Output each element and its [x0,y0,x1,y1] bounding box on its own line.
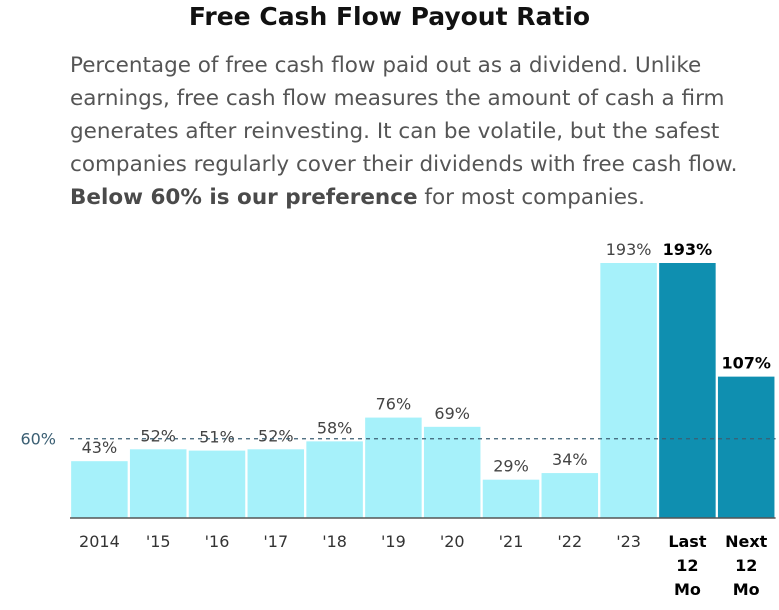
bar-value-label-1: 43% [82,438,118,457]
x-tick-label-8: '21 [499,532,524,551]
bar-1 [71,461,128,518]
description-tail: for most companies. [424,185,645,210]
bar-8 [482,479,540,518]
description-text: Percentage of free cash flow paid out as… [70,53,738,177]
x-tick-label-11: Last 12 Mo [668,532,707,599]
bar-12 [717,376,775,518]
bar-4 [247,449,305,518]
bar-value-label-12: 107% [721,354,770,373]
bar-value-label-2: 52% [140,426,176,445]
bar-7 [423,426,481,518]
x-tick-label-4: '17 [263,532,288,551]
bar-2 [129,449,187,518]
bar-6 [365,417,422,518]
bar-value-label-8: 29% [493,457,529,476]
bar-value-label-5: 58% [317,418,353,437]
chart-description: Percentage of free cash flow paid out as… [70,49,770,214]
chart-title: Free Cash Flow Payout Ratio [188,2,591,31]
x-tick-label-2: '15 [146,532,171,551]
x-tick-label-3: '16 [205,532,230,551]
description-bold: Below 60% is our preference [70,185,418,210]
x-tick-label-10: '23 [616,532,641,551]
reference-line-label: 60% [20,430,56,449]
bar-value-label-10: 193% [606,240,652,259]
bar-value-label-4: 52% [258,426,294,445]
x-tick-label-5: '18 [322,532,347,551]
bar-value-label-9: 34% [552,450,588,469]
bar-value-label-3: 51% [199,428,235,447]
x-tick-label-6: '19 [381,532,406,551]
bar-3 [188,450,246,518]
bar-5 [306,441,363,518]
bar-11 [659,263,716,518]
x-tick-label-7: '20 [440,532,465,551]
bar-value-label-7: 69% [434,404,470,423]
x-tick-label-12: Next 12 Mo [725,532,768,599]
bar-10 [600,263,657,518]
x-tick-label-1: 2014 [79,532,120,551]
bar-value-label-6: 76% [376,395,412,414]
bar-value-label-11: 193% [663,240,712,259]
x-tick-label-9: '22 [557,532,582,551]
bar-9 [541,473,599,518]
